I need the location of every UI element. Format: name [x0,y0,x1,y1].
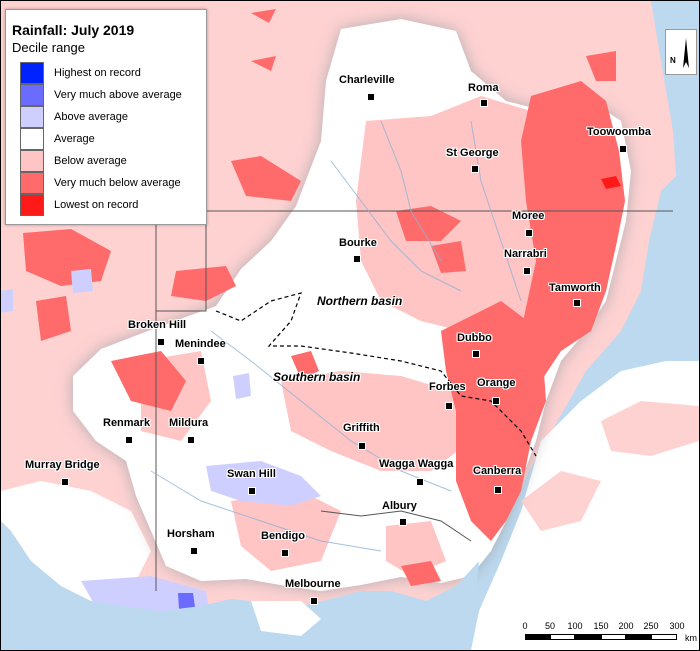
legend-item-average: Average [20,128,95,150]
town-label-mildura: Mildura [169,417,209,429]
town-marker [125,436,133,444]
north-letter: N [670,56,676,65]
legend-swatch [20,194,44,216]
town-marker [471,165,479,173]
scale-tick: 150 [593,621,609,631]
legend-swatch [20,106,44,128]
town-marker [358,442,366,450]
legend-item-above: Above average [20,106,128,128]
town-marker [197,357,205,365]
town-marker [472,350,480,358]
legend: Rainfall: July 2019 Decile range Highest… [5,9,207,225]
basin-label-southern: Southern basin [273,370,361,384]
legend-subtitle: Decile range [12,40,85,55]
legend-title: Rainfall: July 2019 [12,22,135,38]
scale-tick: 0 [522,621,528,631]
legend-label: Very much below average [54,177,181,189]
north-arrow-icon [683,38,689,68]
town-label-wagga-wagga: Wagga Wagga [379,458,454,470]
town-label-murray-bridge: Murray Bridge [25,459,100,471]
scale-segment [626,634,651,640]
legend-label: Average [54,133,95,145]
town-marker [480,99,488,107]
scale-unit: km [685,633,697,643]
town-label-horsham: Horsham [167,528,215,540]
town-label-narrabri: Narrabri [504,248,547,260]
scale-tick: 300 [669,621,685,631]
town-label-renmark: Renmark [103,417,151,429]
town-label-albury: Albury [382,500,417,512]
legend-label: Above average [54,111,128,123]
town-label-bourke: Bourke [339,237,377,249]
town-marker [619,145,627,153]
town-marker [310,597,318,605]
town-marker [281,549,289,557]
town-label-toowoomba: Toowoomba [587,126,651,138]
very-much-above-area [178,593,195,609]
legend-item-lowest: Lowest on record [20,194,138,216]
town-marker [494,486,502,494]
legend-label: Very much above average [54,89,182,101]
town-label-tamworth: Tamworth [549,282,601,294]
town-label-menindee: Menindee [175,338,226,350]
town-marker [367,93,375,101]
very-much-below-area [521,81,625,381]
scale-tick: 200 [618,621,634,631]
above-average-area [206,461,321,506]
legend-swatch [20,84,44,106]
scale-tick: 100 [567,621,583,631]
scale-segment [525,634,550,640]
legend-item-below: Below average [20,150,127,172]
town-label-canberra: Canberra [473,465,522,477]
town-label-dubbo: Dubbo [457,332,492,344]
town-marker [492,397,500,405]
town-marker [157,338,165,346]
legend-swatch [20,150,44,172]
town-marker [445,402,453,410]
legend-item-highest: Highest on record [20,62,141,84]
town-marker [573,299,581,307]
legend-label: Lowest on record [54,199,139,211]
town-label-moree: Moree [512,210,545,222]
town-label-melbourne: Melbourne [285,578,341,590]
legend-swatch [20,172,44,194]
legend-item-very-much-below: Very much below average [20,172,181,194]
town-label-roma: Roma [468,82,499,94]
town-label-orange: Orange [477,377,516,389]
scale-segment [550,634,575,640]
town-marker [187,436,195,444]
town-marker [248,487,256,495]
town-label-st-george: St George [446,147,499,159]
town-marker [399,518,407,526]
town-label-griffith: Griffith [343,422,380,434]
town-marker [353,255,361,263]
legend-label: Below average [54,155,127,167]
town-label-bendigo: Bendigo [261,530,305,542]
legend-swatch [20,128,44,150]
town-label-broken-hill: Broken Hill [128,319,187,331]
scale-segment [651,634,677,640]
scale-segment [601,634,626,640]
legend-item-very-much-above: Very much above average [20,84,182,106]
scale-tick: 250 [643,621,659,631]
town-label-swan-hill: Swan Hill [227,468,276,480]
scale-segment [575,634,601,640]
scale-bar: 0 50 100 150 200 250 300 km [522,621,697,645]
town-label-charleville: Charleville [339,74,395,86]
scale-tick: 50 [544,621,556,631]
town-marker [190,547,198,555]
basin-label-northern: Northern basin [317,294,403,308]
legend-label: Highest on record [54,67,141,79]
north-arrow: N [665,29,697,75]
town-marker [61,478,69,486]
town-label-forbes: Forbes [429,381,466,393]
lowest-on-record-area [601,176,621,189]
town-marker [416,478,424,486]
legend-swatch [20,62,44,84]
town-marker [525,229,533,237]
town-marker [523,267,531,275]
